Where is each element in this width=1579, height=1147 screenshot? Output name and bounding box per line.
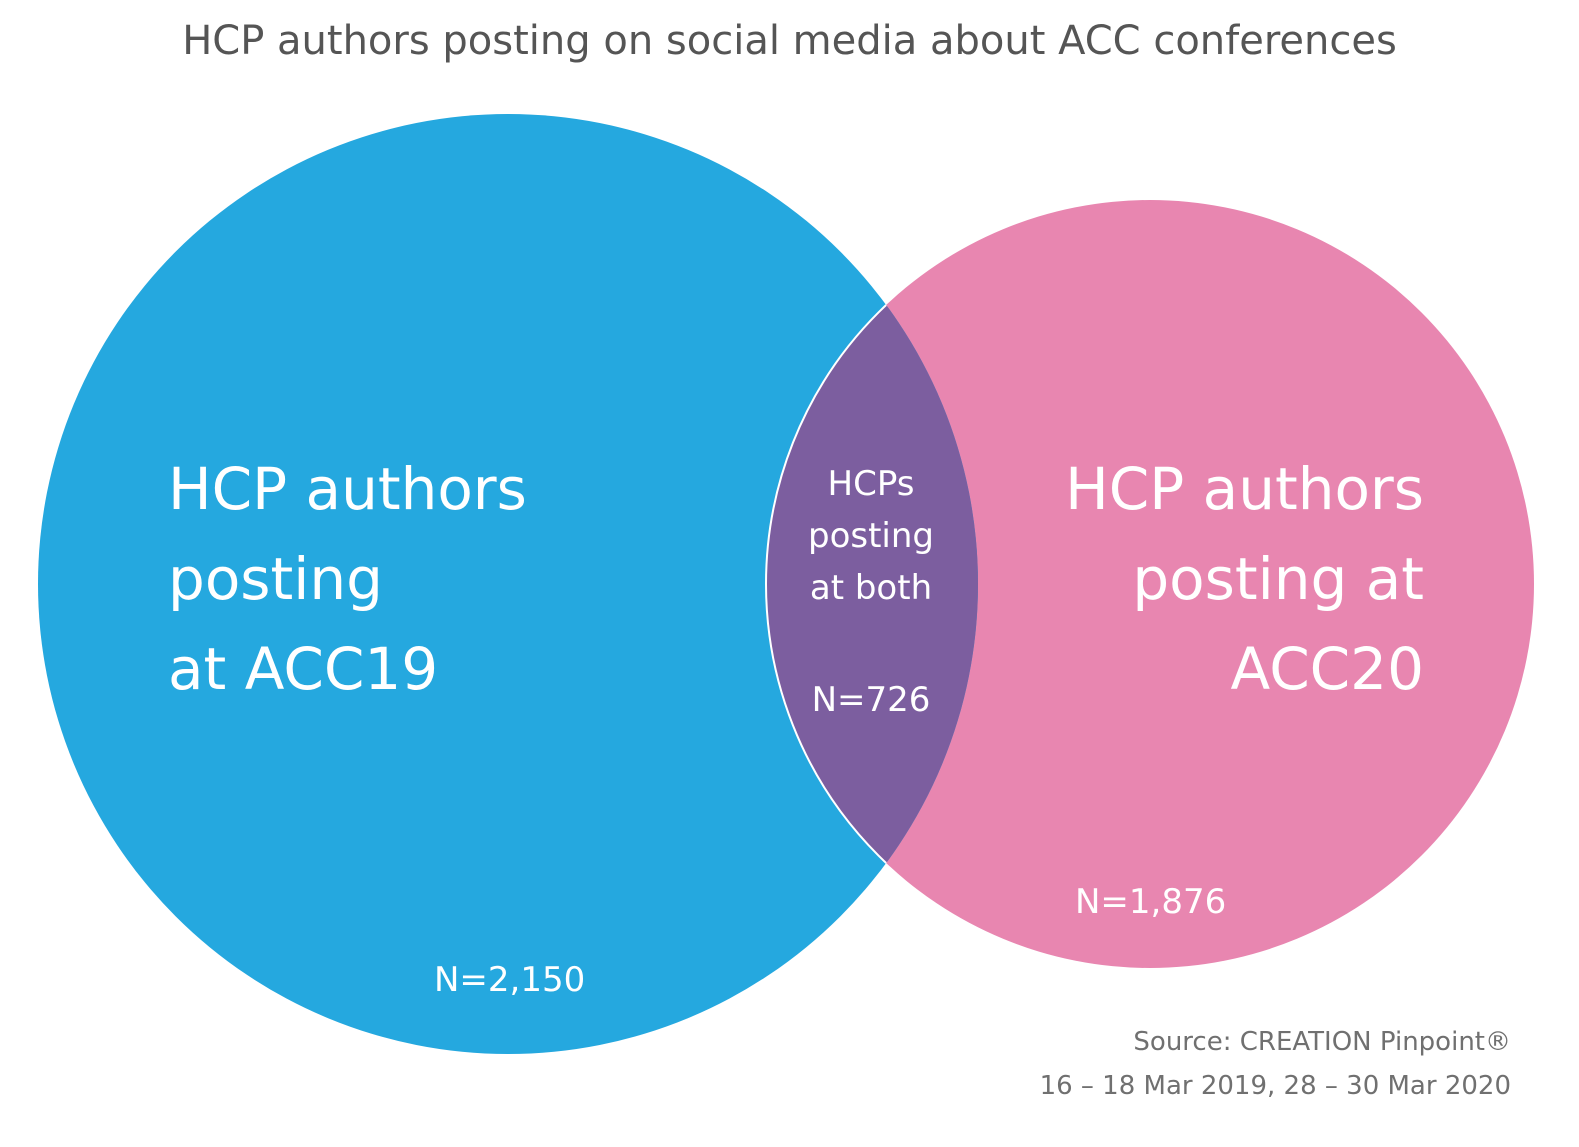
acc19-count: N=2,150	[434, 960, 586, 1000]
acc20-outline	[765, 199, 978, 969]
acc19-label-line: posting	[168, 545, 383, 613]
overlap-label-line: at both	[809, 568, 933, 608]
acc20-label-line: ACC20	[1230, 635, 1424, 703]
source-line: Source: CREATION Pinpoint®	[1133, 1027, 1511, 1057]
overlap-label-line: posting	[807, 516, 934, 556]
source-dates: 16 – 18 Mar 2019, 28 – 30 Mar 2020	[1039, 1071, 1511, 1101]
diagram-title: HCP authors posting on social media abou…	[182, 18, 1397, 64]
acc20-count: N=1,876	[1075, 882, 1227, 922]
acc20-circle	[766, 200, 1534, 968]
acc19-circle	[38, 114, 978, 1054]
acc20-label-line: posting at	[1132, 545, 1424, 613]
acc20-label: HCP authors posting at ACC20	[1065, 444, 1424, 714]
overlap-count: N=726	[811, 680, 931, 720]
acc19-label-line: at ACC19	[168, 635, 439, 703]
overlap-label: HCPs posting at both	[775, 458, 967, 614]
acc19-label: HCP authors posting at ACC19	[168, 444, 527, 714]
acc19-label-line: HCP authors	[168, 455, 527, 523]
source-note: Source: CREATION Pinpoint® 16 – 18 Mar 2…	[1040, 1020, 1511, 1108]
acc20-label-line: HCP authors	[1065, 455, 1424, 523]
overlap-label-line: HCPs	[827, 464, 915, 504]
